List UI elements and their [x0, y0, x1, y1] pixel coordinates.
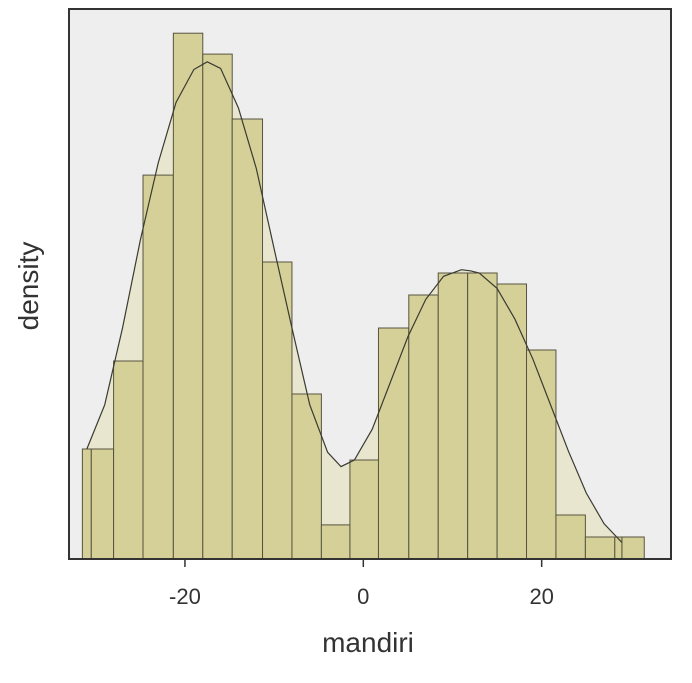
histogram-bar-8: [262, 261, 293, 560]
histogram-bar-17: [526, 349, 557, 560]
histogram-bar-1: [81, 448, 92, 560]
histogram-bar-5: [172, 32, 204, 560]
histogram-bar-9: [291, 393, 322, 560]
histogram-bar-19: [584, 536, 616, 560]
histogram-bar-20: [614, 536, 623, 560]
histogram-bar-12: [377, 327, 410, 560]
histogram-bar-18: [555, 514, 586, 560]
histogram-bar-16: [496, 283, 528, 560]
histogram-bar-2: [90, 448, 115, 560]
histogram-bar-6: [202, 53, 233, 560]
x-axis: -20 0 20: [69, 558, 671, 609]
histogram-bar-7: [231, 118, 264, 560]
histogram-bar-3: [113, 360, 144, 560]
x-axis-label: mandiri: [322, 627, 414, 658]
histogram-bar-10: [320, 524, 351, 560]
histogram-bar-4: [142, 174, 174, 560]
x-tick-label-3: 20: [529, 584, 553, 609]
x-tick-label-2: 0: [357, 584, 369, 609]
density-line-layer: [86, 61, 623, 543]
histogram-bar-11: [349, 459, 379, 560]
density-curve-line: [86, 61, 623, 543]
histogram-bar-14: [437, 272, 469, 560]
histogram-bar-15: [467, 272, 498, 560]
y-axis-label: density: [13, 242, 44, 331]
x-tick-label-1: -20: [169, 584, 201, 609]
histogram-bar-13: [408, 294, 439, 560]
histogram-bar-21: [621, 536, 645, 560]
